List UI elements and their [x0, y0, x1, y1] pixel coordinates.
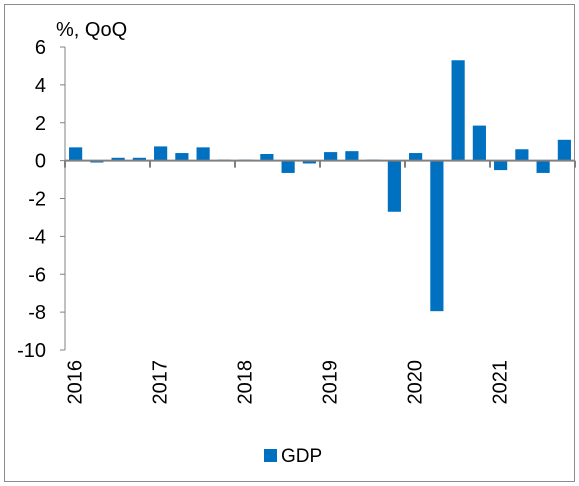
bar-2018-q4: [302, 160, 316, 164]
bar-2016-q4: [132, 157, 146, 161]
bar-2019-q1: [324, 152, 338, 161]
bar-2020-q2: [430, 160, 444, 312]
y-tick-label: -6: [28, 264, 46, 286]
y-tick-label: -10: [17, 340, 46, 362]
bar-2021-q3: [536, 160, 550, 173]
legend-label-gdp: GDP: [281, 446, 322, 467]
y-tick-label: 6: [35, 37, 46, 59]
bar-2020-q1: [409, 153, 423, 161]
y-tick-label: -4: [28, 226, 46, 248]
x-tick-label: 2016: [65, 360, 87, 405]
y-tick-label: 4: [35, 75, 46, 97]
bar-2017-q1: [154, 146, 168, 161]
bar-2017-q2: [175, 153, 189, 161]
y-tick-label: 2: [35, 113, 46, 135]
chart-frame: [4, 4, 575, 482]
y-unit-label: %, QoQ: [56, 19, 127, 41]
bar-2019-q4: [387, 160, 401, 212]
bar-2017-q3: [196, 147, 210, 161]
y-axis: 6 4 2 0 -2 -4 -6 -8 -10: [17, 37, 65, 362]
bar-2020-q3: [451, 60, 465, 161]
bar-2021-q2: [515, 149, 529, 161]
y-tick-label: 0: [35, 151, 46, 173]
bar-2020-q4: [472, 125, 486, 161]
x-tick-label: 2018: [235, 360, 257, 405]
y-tick-label: -8: [28, 302, 46, 324]
bar-2018-q3: [281, 160, 295, 173]
x-axis: [64, 159, 576, 168]
y-tick-label: -2: [28, 189, 46, 211]
x-tick-label: 2020: [405, 360, 427, 405]
bar-2019-q2: [345, 151, 359, 161]
legend-swatch-gdp: [264, 449, 277, 462]
x-tick-label: 2017: [150, 360, 172, 405]
bar-2016-q1: [69, 147, 83, 161]
legend: GDP: [264, 446, 322, 467]
bar-2021-q4: [557, 139, 571, 161]
bar-2021-q1: [494, 160, 508, 171]
x-tick-label: 2019: [320, 360, 342, 405]
bar-2018-q2: [260, 153, 274, 161]
x-tick-label: 2021: [490, 360, 512, 405]
bar-2016-q3: [111, 157, 125, 161]
bars: [69, 60, 571, 312]
x-tick-labels: 2016 2017 2018 2019 2020 2021: [65, 360, 512, 405]
